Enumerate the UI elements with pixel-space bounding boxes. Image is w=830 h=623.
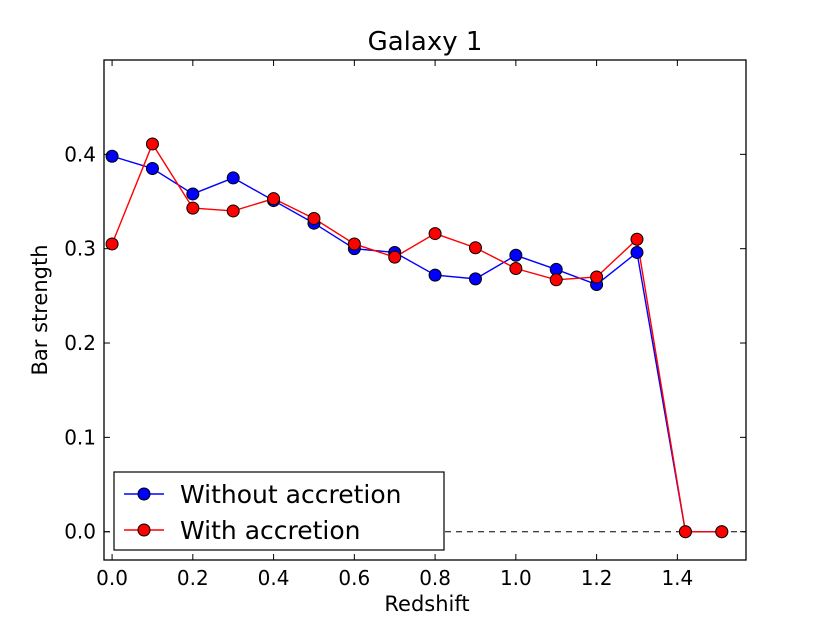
data-point-series-2 — [267, 192, 281, 206]
data-point-series-2 — [347, 237, 361, 251]
y-tick-label: 0.1 — [64, 425, 96, 449]
data-point-series-1 — [428, 268, 442, 282]
y-tick-label: 0.4 — [64, 142, 96, 166]
data-point-series-1 — [468, 272, 482, 286]
data-point-series-1 — [630, 245, 644, 259]
y-tick-label: 0.0 — [64, 520, 96, 544]
data-point-series-2 — [549, 273, 563, 287]
data-point-series-1 — [186, 187, 200, 201]
x-axis-label: Redshift — [384, 592, 469, 616]
data-point-series-2 — [186, 201, 200, 215]
y-tick-label: 0.2 — [64, 331, 96, 355]
data-point-series-2 — [307, 211, 321, 225]
x-tick-label: 0.4 — [258, 566, 290, 590]
legend-label: With accretion — [180, 516, 361, 545]
data-point-series-2 — [678, 525, 692, 539]
data-point-series-2 — [630, 232, 644, 246]
data-point-series-2 — [428, 227, 442, 241]
legend-label: Without accretion — [180, 480, 401, 509]
series-line-1 — [111, 155, 722, 533]
x-tick-label: 0.8 — [419, 566, 451, 590]
legend-box — [113, 471, 445, 551]
legend-swatch-marker — [137, 523, 151, 537]
data-point-series-2 — [468, 241, 482, 255]
x-tick-label: 1.0 — [500, 566, 532, 590]
x-tick-label: 0.0 — [96, 566, 128, 590]
x-tick-label: 1.4 — [661, 566, 693, 590]
y-axis-label: Bar strength — [28, 244, 52, 375]
y-tick-label: 0.3 — [64, 237, 96, 261]
x-tick-label: 0.6 — [338, 566, 370, 590]
legend: Without accretion With accretion — [113, 471, 445, 551]
data-point-series-2 — [388, 250, 402, 264]
x-tick-label: 1.2 — [581, 566, 613, 590]
data-point-series-2 — [509, 261, 523, 275]
data-point-series-2 — [105, 237, 119, 251]
data-point-series-1 — [226, 171, 240, 185]
series-line-2 — [111, 142, 722, 533]
chart-title: Galaxy 1 — [368, 27, 483, 57]
data-point-series-2 — [145, 137, 159, 151]
data-point-series-2 — [226, 204, 240, 218]
data-point-series-1 — [145, 161, 159, 175]
data-point-series-2 — [715, 525, 729, 539]
legend-swatch-marker — [137, 487, 151, 501]
data-point-series-1 — [105, 149, 119, 163]
data-point-series-2 — [590, 270, 604, 284]
data-point-series-1 — [509, 248, 523, 262]
x-tick-label: 0.2 — [177, 566, 209, 590]
plot-frame — [103, 59, 747, 561]
